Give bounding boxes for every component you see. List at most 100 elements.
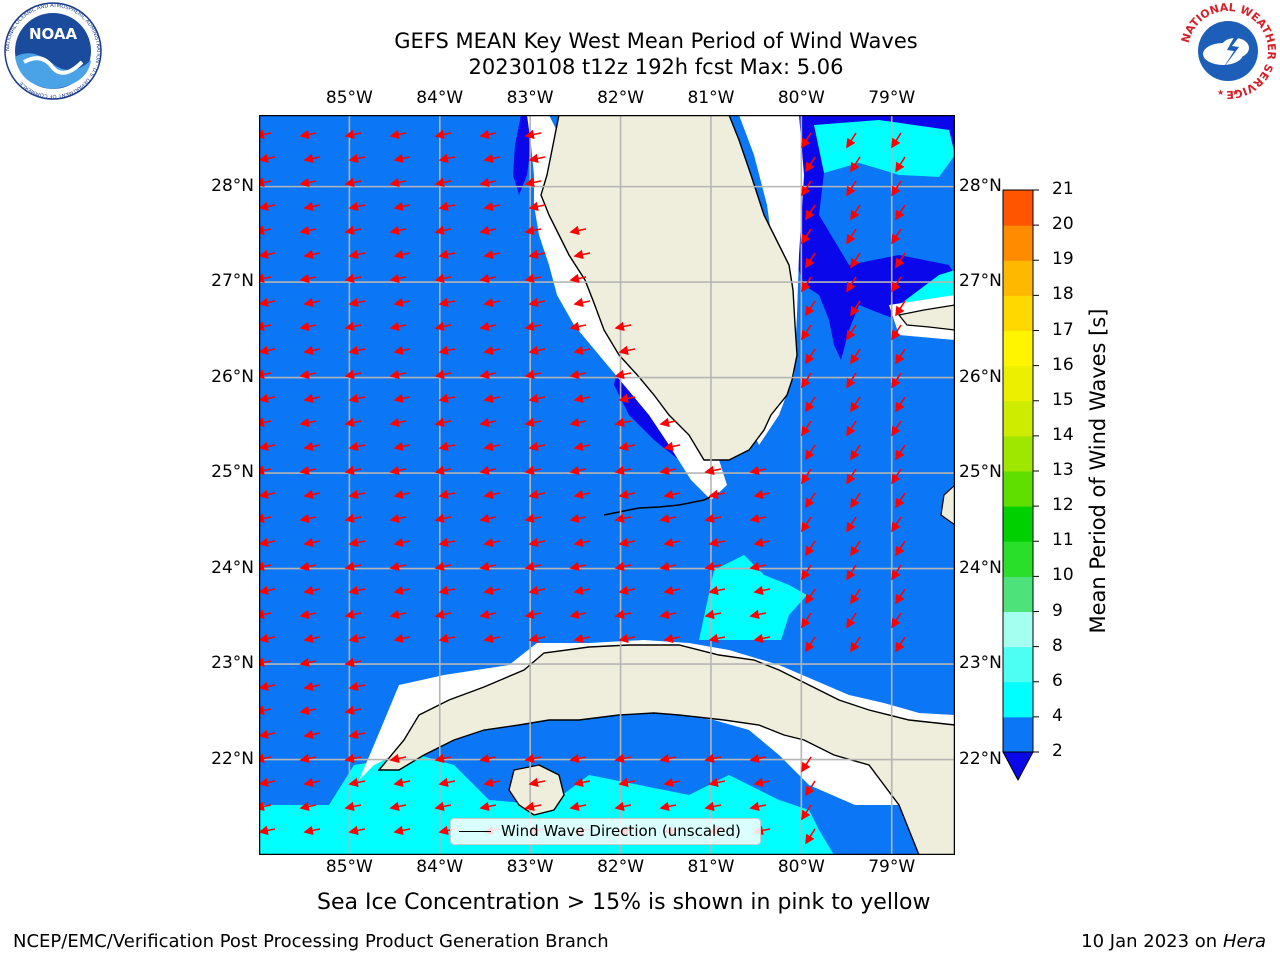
wind-arrow bbox=[348, 297, 366, 308]
wind-arrow bbox=[348, 441, 366, 452]
map-frame bbox=[259, 115, 955, 855]
wind-arrow bbox=[573, 249, 591, 260]
wind-arrow bbox=[259, 681, 276, 692]
colorbar bbox=[1002, 189, 1039, 782]
wind-arrow bbox=[479, 129, 497, 140]
wind-arrow bbox=[895, 348, 906, 365]
wind-arrow bbox=[259, 345, 276, 356]
wind-arrow bbox=[569, 513, 587, 524]
wind-arrow bbox=[299, 369, 317, 380]
colorbar-level-label: 17 bbox=[1052, 319, 1074, 340]
wind-arrow bbox=[850, 396, 861, 413]
wind-arrow bbox=[891, 132, 902, 149]
wind-arrow bbox=[259, 561, 272, 572]
colorbar-segment bbox=[1003, 471, 1033, 507]
wind-arrow bbox=[614, 753, 632, 764]
wind-arrow bbox=[708, 585, 726, 596]
wind-arrow bbox=[438, 201, 456, 212]
colorbar-level-label: 4 bbox=[1052, 705, 1063, 726]
wind-arrow bbox=[389, 609, 407, 620]
wind-arrow bbox=[393, 489, 411, 500]
colorbar-segment bbox=[1003, 541, 1033, 577]
wind-arrow bbox=[891, 276, 902, 293]
wind-arrow bbox=[438, 441, 456, 452]
lat-label-left: 28°N bbox=[211, 175, 254, 196]
wind-arrow bbox=[850, 540, 861, 557]
map-legend: Wind Wave Direction (unscaled) bbox=[450, 818, 761, 845]
graticule bbox=[259, 115, 955, 855]
wind-arrow bbox=[393, 153, 411, 164]
colorbar-level-label: 10 bbox=[1052, 565, 1074, 586]
wind-arrow bbox=[438, 153, 456, 164]
wind-arrow bbox=[846, 180, 857, 197]
wind-arrow bbox=[389, 753, 407, 764]
colorbar-segment bbox=[1003, 611, 1033, 648]
wind-arrow bbox=[569, 609, 587, 620]
wind-arrow bbox=[850, 636, 861, 653]
wind-arrow bbox=[434, 417, 452, 428]
wind-arrow bbox=[259, 249, 276, 260]
wind-arrow bbox=[299, 657, 317, 668]
wind-arrow bbox=[348, 537, 366, 548]
wind-arrow bbox=[891, 420, 902, 437]
wind-arrow bbox=[348, 201, 366, 212]
wind-arrow bbox=[618, 633, 636, 644]
wind-arrow bbox=[614, 561, 632, 572]
wind-arrow bbox=[618, 393, 636, 404]
colorbar-segment bbox=[1003, 506, 1033, 542]
wind-arrow bbox=[528, 633, 546, 644]
wind-arrow bbox=[259, 441, 276, 452]
land-keys bbox=[603, 492, 720, 516]
wind-arrow bbox=[846, 516, 857, 533]
wind-arrow bbox=[663, 441, 681, 452]
wind-arrow bbox=[801, 516, 812, 533]
lat-label-right: 26°N bbox=[959, 366, 1002, 387]
wind-arrow bbox=[344, 129, 362, 140]
wind-arrow bbox=[569, 801, 587, 812]
wind-arrow bbox=[389, 465, 407, 476]
wind-arrow bbox=[299, 129, 317, 140]
wind-arrow bbox=[389, 177, 407, 188]
wind-arrow bbox=[801, 564, 812, 581]
wind-arrow bbox=[303, 537, 321, 548]
wind-arrow bbox=[479, 225, 497, 236]
wind-arrow bbox=[663, 585, 681, 596]
wind-arrow bbox=[483, 777, 501, 788]
wind-arrow bbox=[389, 561, 407, 572]
wind-arrow bbox=[299, 801, 317, 812]
period-4-6-ne-top bbox=[814, 120, 955, 177]
wind-arrow bbox=[850, 156, 861, 173]
wind-arrow bbox=[524, 465, 542, 476]
wind-arrow bbox=[850, 444, 861, 461]
wind-arrow bbox=[438, 633, 456, 644]
wind-arrow bbox=[259, 465, 272, 476]
colorbar-level-label: 19 bbox=[1052, 249, 1074, 270]
wind-arrow bbox=[389, 369, 407, 380]
colorbar-level-label: 13 bbox=[1052, 460, 1074, 480]
colorbar-level-label: 16 bbox=[1052, 354, 1074, 375]
lat-label-right: 23°N bbox=[959, 653, 1002, 674]
wind-arrow bbox=[259, 153, 276, 164]
wind-arrow bbox=[895, 396, 906, 413]
wind-arrow bbox=[846, 132, 857, 149]
lon-label-bottom: 81°W bbox=[687, 857, 735, 877]
wind-arrow bbox=[573, 489, 591, 500]
wind-arrow bbox=[259, 801, 272, 812]
wind-arrow bbox=[805, 828, 816, 845]
wind-arrow bbox=[299, 177, 317, 188]
wind-arrow bbox=[259, 321, 272, 332]
wind-arrow bbox=[528, 153, 546, 164]
wind-arrow bbox=[393, 585, 411, 596]
wind-arrow bbox=[573, 441, 591, 452]
colorbar-segment bbox=[1003, 435, 1033, 472]
wind-arrow bbox=[303, 297, 321, 308]
wind-arrow bbox=[344, 273, 362, 284]
lon-label-bottom: 84°W bbox=[416, 857, 464, 877]
wind-arrow bbox=[524, 513, 542, 524]
wind-arrow bbox=[303, 393, 321, 404]
wind-arrow bbox=[259, 417, 272, 428]
wind-arrow bbox=[805, 540, 816, 557]
wind-arrow bbox=[483, 297, 501, 308]
land-florida bbox=[540, 115, 798, 461]
noaa-text: NOAA bbox=[29, 25, 78, 43]
